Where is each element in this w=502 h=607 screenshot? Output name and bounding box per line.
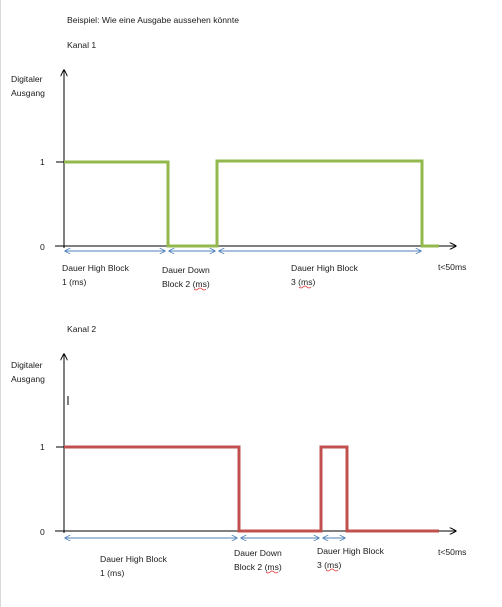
channel-2-segment-1-label-line1: Dauer High Block xyxy=(100,554,168,564)
channel-1-y-axis-label-line1: Digitaler xyxy=(11,74,43,84)
channel-1-panel: Kanal 1 Digitaler Ausgang 1 0 Dauer High… xyxy=(11,40,466,291)
channel-2-segment-2-label-line1: Dauer Down xyxy=(234,548,282,558)
channel-1-segment-2-label-line1: Dauer Down xyxy=(162,265,210,275)
channel-2-title: Kanal 2 xyxy=(67,324,96,334)
channel-1-segment-2-label-line2: Block 2 (ms) xyxy=(162,279,210,289)
channel-2-y-axis-label-line2: Ausgang xyxy=(11,374,45,384)
channel-1-y-axis-label-line2: Ausgang xyxy=(11,88,45,98)
channel-1-segment-1-label-line2: 1 (ms) xyxy=(62,277,86,287)
channel-2-y-axis-label-line1: Digitaler xyxy=(11,360,43,370)
channel-2-signal-trace xyxy=(64,445,439,533)
channel-1-spellcheck-underline-block-3 xyxy=(298,285,312,289)
channel-2-time-limit-label: t<50ms xyxy=(438,547,466,557)
channel-1-segment-1-label-line1: Dauer High Block xyxy=(62,263,130,273)
channel-2-segment-3-label-line2: 3 (ms) xyxy=(317,560,341,570)
channel-2-y-tick-low-label: 0 xyxy=(40,527,45,537)
channel-1-segment-3-label-line2: 3 (ms) xyxy=(291,277,315,287)
channel-2-spellcheck-underline-block-2 xyxy=(265,570,279,574)
channel-2-segment-2-label-line2: Block 2 (ms) xyxy=(234,562,282,572)
channel-1-signal-trace xyxy=(64,159,439,248)
channel-1-y-tick-high-label: 1 xyxy=(40,157,45,167)
page-heading: Beispiel: Wie eine Ausgabe aussehen könn… xyxy=(67,15,239,25)
channel-2-spellcheck-underline-block-3 xyxy=(325,568,339,572)
channel-1-time-limit-label: t<50ms xyxy=(438,262,466,272)
channel-2-panel: Kanal 2 Digitaler Ausgang 1 0 Dauer High… xyxy=(11,324,466,578)
channel-1-segment-3-label-line1: Dauer High Block xyxy=(291,263,359,273)
channel-2-segment-3-label-line1: Dauer High Block xyxy=(317,546,385,556)
channel-2-y-tick-high-label: 1 xyxy=(40,442,45,452)
channel-1-y-tick-low-label: 0 xyxy=(40,242,45,252)
channel-2-segment-1-label-line2: 1 (ms) xyxy=(100,568,124,578)
channel-1-title: Kanal 1 xyxy=(67,40,96,50)
channel-1-spellcheck-underline-block-2 xyxy=(193,287,207,291)
